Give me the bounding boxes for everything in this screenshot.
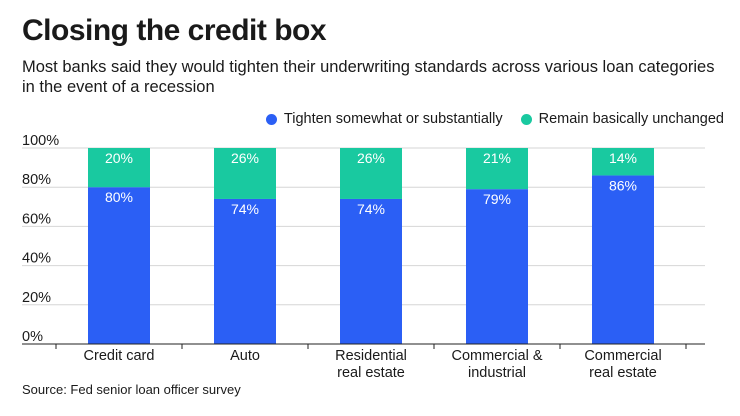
bar-tighten [214,198,276,344]
data-label-unchanged: 26% [357,150,385,166]
bar-unchanged [340,148,402,199]
x-tick-label-line: Residential [335,348,407,364]
legend-swatch-unchanged [520,113,532,125]
x-tick-label: Credit card [84,348,155,364]
y-tick-label: 40% [22,251,51,267]
data-label-tighten: 79% [483,191,511,207]
y-tick-label: 80% [22,172,51,188]
legend-item-unchanged: Remain basically unchanged [520,111,724,127]
x-tick-label-line: real estate [337,365,405,381]
chart-title: Closing the credit box [22,14,327,47]
x-tick-label: Residential real estate [335,348,407,381]
x-tick-label-line: industrial [468,365,526,381]
data-label-tighten: 86% [609,177,637,193]
y-tick-label: 0% [22,329,43,345]
bar-unchanged [214,148,276,199]
data-label-tighten: 74% [357,201,385,217]
y-tick-label: 60% [22,211,51,227]
chart-subtitle: Most banks said they would tighten their… [22,58,715,96]
bar-unchanged [466,148,528,190]
legend: Tighten somewhat or substantially Remain… [248,111,724,127]
bar-tighten [466,189,528,344]
x-tick-label-line: Commercial & [451,348,542,364]
x-tick-label-line: Commercial [584,348,661,364]
y-tick-label: 100% [22,133,59,149]
legend-label-tighten: Tighten somewhat or substantially [283,111,503,127]
x-tick-label-line: real estate [589,365,657,381]
bar-tighten [340,198,402,344]
bar-unchanged [88,148,150,188]
x-tick-label-line: Auto [230,348,260,364]
data-label-unchanged: 20% [105,150,133,166]
data-label-tighten: 80% [105,189,133,205]
y-tick-label: 20% [22,290,51,306]
data-label-unchanged: 21% [483,150,511,166]
bar-tighten [88,187,150,344]
x-tick-label: Commercial & industrial [451,348,542,381]
legend-swatch-tighten [265,113,277,125]
data-label-unchanged: 14% [609,150,637,166]
data-label-tighten: 74% [231,201,259,217]
legend-item-tighten: Tighten somewhat or substantially [265,111,503,127]
bar-tighten [592,175,654,344]
legend-label-unchanged: Remain basically unchanged [538,111,724,127]
x-tick-label: Commercial real estate [584,348,661,381]
data-label-unchanged: 26% [231,150,259,166]
bar-unchanged [592,148,654,176]
x-tick-label: Auto [230,348,260,364]
x-tick-label-line: Credit card [84,348,155,364]
source-note: Source: Fed senior loan officer survey [22,382,241,397]
